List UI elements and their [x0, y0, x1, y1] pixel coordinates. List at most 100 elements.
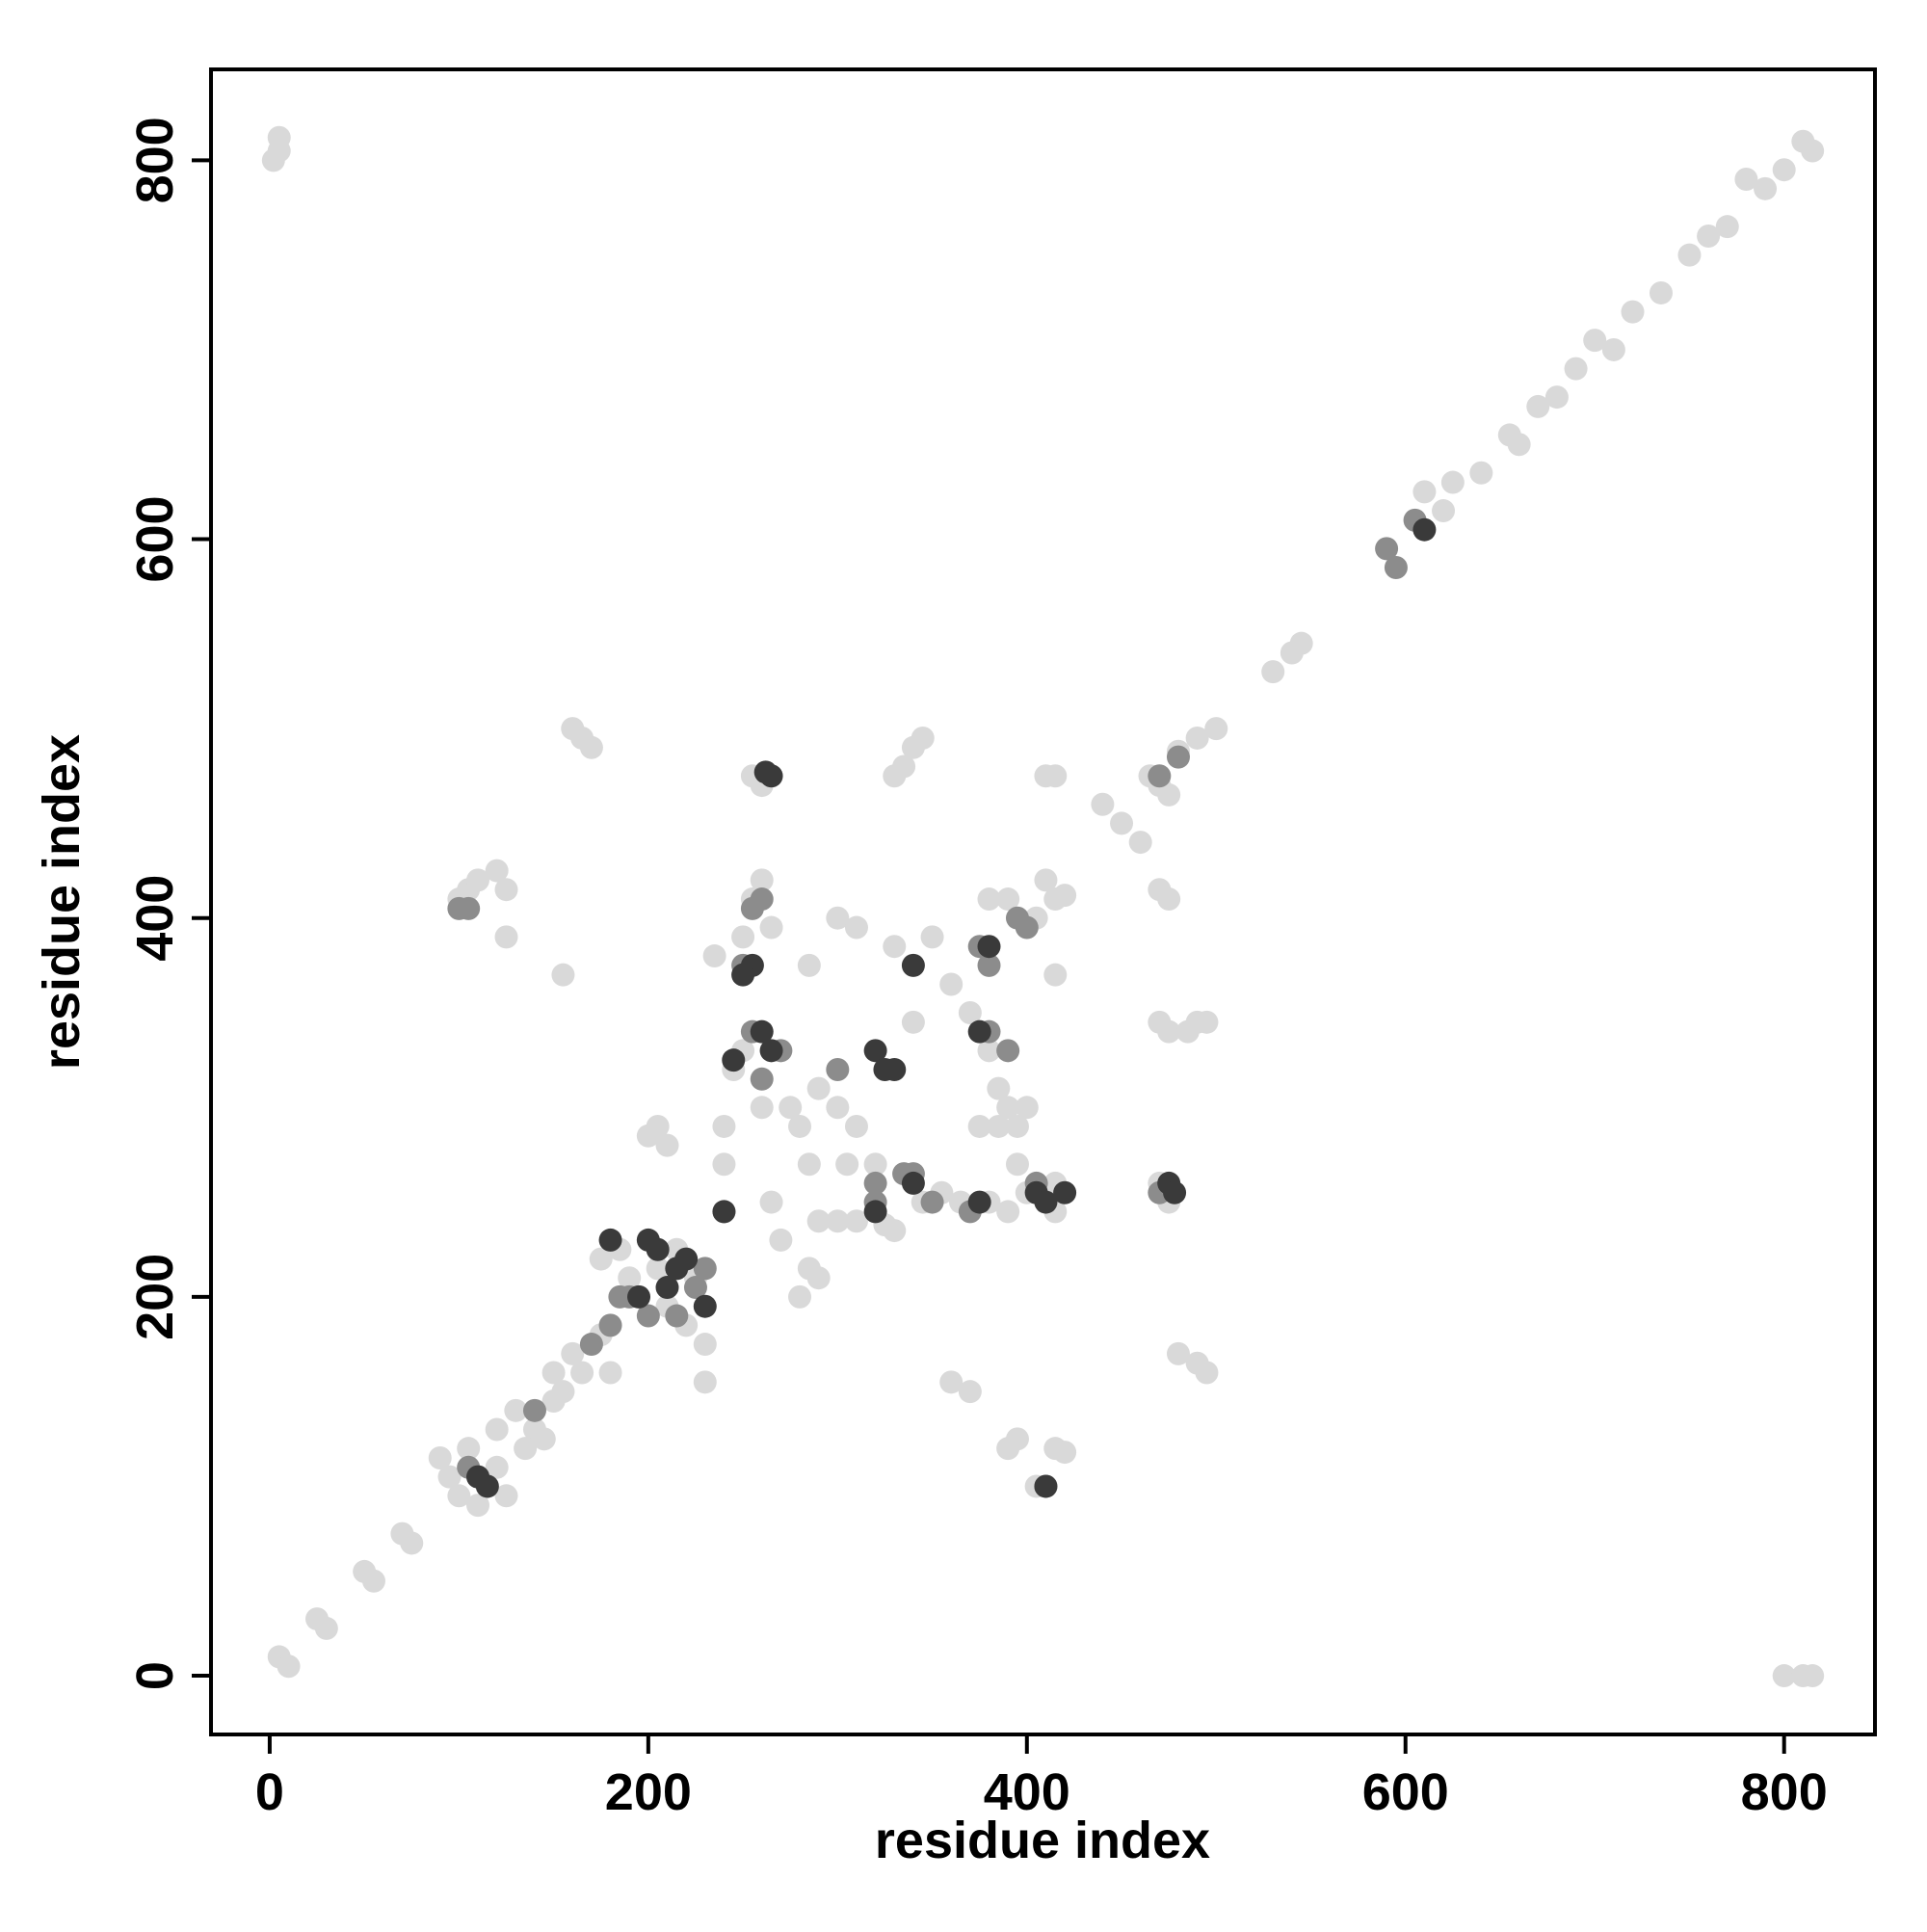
point — [920, 925, 944, 949]
point — [1034, 868, 1058, 892]
point — [759, 1039, 783, 1063]
point — [1375, 537, 1399, 561]
point — [598, 1313, 622, 1337]
point — [788, 1284, 812, 1309]
point — [665, 1304, 689, 1328]
point — [608, 1284, 632, 1309]
point — [1005, 1427, 1029, 1451]
point — [977, 887, 1001, 912]
point — [1163, 1180, 1187, 1204]
point — [1015, 915, 1039, 940]
y-axis-label: residue index — [33, 734, 91, 1070]
point — [1649, 280, 1673, 304]
point — [1195, 1010, 1219, 1034]
point — [1091, 792, 1115, 816]
point — [267, 125, 291, 149]
plot-frame — [209, 67, 1877, 1736]
point — [996, 887, 1020, 912]
point — [863, 1152, 887, 1177]
point — [883, 1057, 907, 1081]
point — [883, 935, 907, 959]
point — [494, 878, 518, 902]
point — [939, 972, 964, 996]
point — [1440, 470, 1465, 494]
y-tick-label: 0 — [126, 1661, 184, 1690]
x-tick-label: 400 — [984, 1763, 1070, 1821]
point — [826, 1057, 850, 1081]
point — [712, 1152, 736, 1177]
point — [494, 1484, 518, 1508]
point — [683, 1276, 707, 1300]
point — [1157, 782, 1181, 807]
point — [967, 1114, 991, 1138]
point — [1195, 1361, 1219, 1385]
point — [1412, 517, 1437, 542]
point — [655, 1133, 679, 1157]
point — [655, 1276, 679, 1300]
point — [646, 1257, 670, 1281]
point — [522, 1398, 546, 1422]
point — [1507, 433, 1531, 457]
point — [702, 944, 726, 968]
point — [996, 1200, 1020, 1224]
point — [996, 1039, 1020, 1063]
point — [826, 1209, 850, 1233]
point — [1157, 887, 1181, 912]
point — [579, 1333, 603, 1357]
point — [844, 915, 868, 940]
point — [570, 1361, 594, 1385]
point — [627, 1284, 651, 1309]
point — [589, 1247, 613, 1271]
point — [1053, 1441, 1077, 1465]
point — [457, 1437, 481, 1461]
point — [1053, 1180, 1077, 1204]
point — [1564, 357, 1588, 381]
point — [1034, 1474, 1058, 1498]
point — [261, 148, 285, 172]
point — [901, 1010, 925, 1034]
y-tick-label: 200 — [126, 1254, 184, 1340]
point — [769, 1228, 793, 1252]
point — [361, 1569, 385, 1593]
point — [797, 1152, 821, 1177]
point — [731, 925, 755, 949]
point — [1148, 764, 1172, 788]
point — [958, 1380, 982, 1404]
point — [806, 1076, 831, 1100]
point — [1204, 717, 1228, 741]
point — [598, 1361, 622, 1385]
point — [1754, 176, 1778, 200]
x-tick-label: 0 — [255, 1763, 284, 1821]
point — [753, 760, 778, 784]
point — [883, 1219, 907, 1243]
point — [466, 868, 490, 892]
point — [712, 1200, 736, 1224]
point — [1469, 461, 1493, 485]
point — [636, 1304, 660, 1328]
point — [1053, 884, 1077, 908]
point — [1772, 158, 1796, 182]
point — [731, 963, 755, 987]
point — [788, 1114, 812, 1138]
point — [598, 1228, 622, 1252]
x-axis-label: residue index — [875, 1812, 1210, 1869]
point — [759, 1190, 783, 1214]
point — [987, 1076, 1011, 1100]
point — [1261, 660, 1285, 684]
point — [579, 735, 603, 759]
point — [750, 1096, 774, 1120]
point — [665, 1257, 689, 1281]
point — [750, 868, 774, 892]
point — [1801, 1664, 1825, 1688]
point — [750, 1067, 774, 1091]
point — [977, 935, 1001, 959]
point — [958, 1001, 982, 1025]
point — [646, 1114, 670, 1138]
point — [750, 1019, 774, 1044]
point — [400, 1531, 424, 1555]
point — [1544, 385, 1569, 410]
point — [977, 1039, 1001, 1063]
point — [1601, 337, 1625, 361]
point — [1412, 480, 1437, 504]
point — [939, 1370, 964, 1394]
